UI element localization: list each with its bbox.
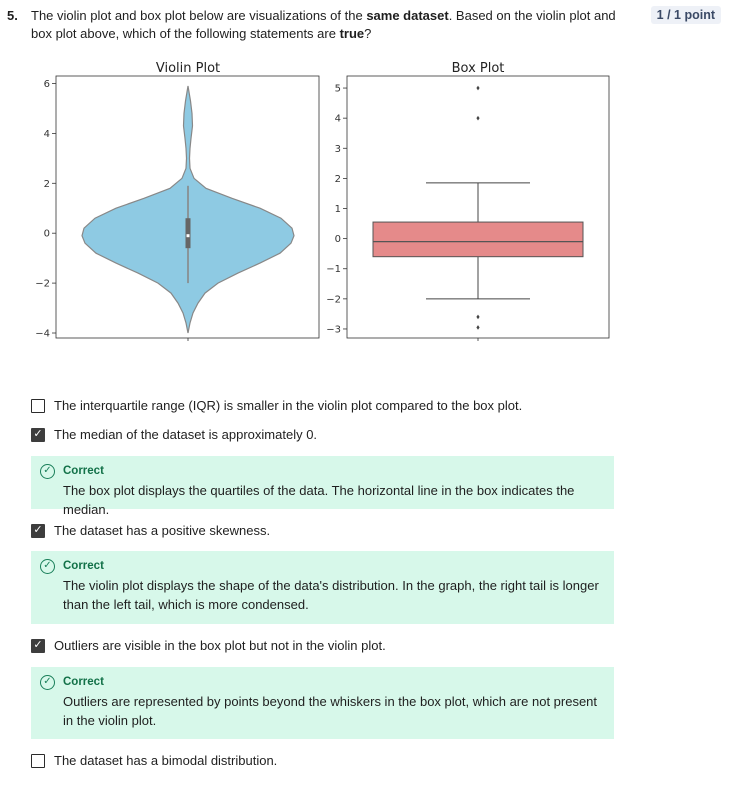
option-label: The interquartile range (IQR) is smaller… — [54, 398, 523, 413]
feedback-title: Correct — [63, 465, 104, 477]
feedback-title: Correct — [63, 676, 104, 688]
box-ytick-label: 0 — [335, 234, 341, 245]
checkbox-checked[interactable]: ✓ — [31, 523, 45, 538]
box-ytick-label: 3 — [335, 144, 341, 155]
check-circle-icon: ✓ — [40, 675, 55, 690]
violin-ytick-label: 2 — [44, 179, 50, 190]
feedback-text: The violin plot displays the shape of th… — [63, 578, 599, 612]
option-iqr-smaller[interactable]: The interquartile range (IQR) is smaller… — [31, 398, 522, 413]
box-ytick-label: −3 — [326, 324, 341, 335]
box-ytick-label: −2 — [326, 294, 341, 305]
option-positive-skew[interactable]: ✓ The dataset has a positive skewness. — [31, 523, 270, 538]
box-outlier-point — [476, 115, 480, 121]
feedback-correct: ✓ Correct The violin plot displays the s… — [31, 551, 614, 624]
points-badge: 1 / 1 point — [650, 6, 721, 24]
box-iqr-box — [372, 221, 584, 258]
question-bold-true: true — [339, 26, 365, 41]
checkbox[interactable] — [31, 753, 45, 768]
option-median-zero[interactable]: ✓ The median of the dataset is approxima… — [31, 427, 317, 442]
question-number: 5. — [7, 8, 18, 23]
box-ytick-label: 5 — [335, 84, 341, 95]
violin-iqr-bar — [185, 218, 191, 249]
violin-title: Violin Plot — [156, 61, 220, 76]
check-circle-icon: ✓ — [40, 559, 55, 574]
figure: Violin Plot 6 4 2 0 −2 −4 Box Plot 5 4 3 2 1 0 −1 −2… — [35, 61, 610, 341]
box-outlier-point — [476, 325, 480, 330]
box-ytick-label: 1 — [335, 204, 341, 215]
violin-ytick-label: 6 — [44, 79, 50, 90]
option-outliers-visible[interactable]: ✓ Outliers are visible in the box plot b… — [31, 638, 386, 653]
box-outlier-point — [476, 314, 480, 320]
feedback-correct: ✓ Correct The box plot displays the quar… — [31, 456, 614, 517]
checkmark-icon: ✓ — [33, 428, 43, 440]
box-title: Box Plot — [452, 61, 505, 76]
box-outlier-point — [476, 85, 480, 91]
checkmark-icon: ✓ — [33, 639, 43, 651]
feedback-text: Outliers are represented by points beyon… — [63, 694, 598, 728]
violin-ytick-label: 0 — [44, 229, 50, 240]
feedback-correct: ✓ Correct Outliers are represented by po… — [31, 667, 614, 739]
violin-ytick-label: 4 — [44, 129, 50, 140]
option-label: Outliers are visible in the box plot but… — [54, 638, 386, 653]
violin-frame — [55, 75, 320, 339]
checkbox-checked[interactable]: ✓ — [31, 427, 45, 442]
feedback-text: The box plot displays the quartiles of t… — [63, 483, 575, 517]
violin-median-marker — [186, 234, 190, 238]
option-label: The dataset has a positive skewness. — [54, 523, 271, 538]
check-circle-icon: ✓ — [40, 464, 55, 479]
feedback-title: Correct — [63, 560, 104, 572]
question-text: The violin plot and box plot below are v… — [31, 8, 616, 41]
checkbox[interactable] — [31, 398, 45, 413]
option-bimodal[interactable]: The dataset has a bimodal distribution. — [31, 753, 277, 768]
option-label: The median of the dataset is approximate… — [54, 427, 318, 442]
box-ytick-label: 2 — [335, 174, 341, 185]
option-label: The dataset has a bimodal distribution. — [54, 753, 278, 768]
violin-ytick-label: −2 — [35, 279, 50, 290]
box-ytick-label: −1 — [326, 264, 341, 275]
violin-ytick-label: −4 — [35, 329, 50, 340]
question-bold-same-dataset: same dataset — [366, 8, 449, 23]
checkbox-checked[interactable]: ✓ — [31, 638, 45, 653]
box-ytick-label: 4 — [335, 114, 341, 125]
checkmark-icon: ✓ — [33, 524, 43, 536]
